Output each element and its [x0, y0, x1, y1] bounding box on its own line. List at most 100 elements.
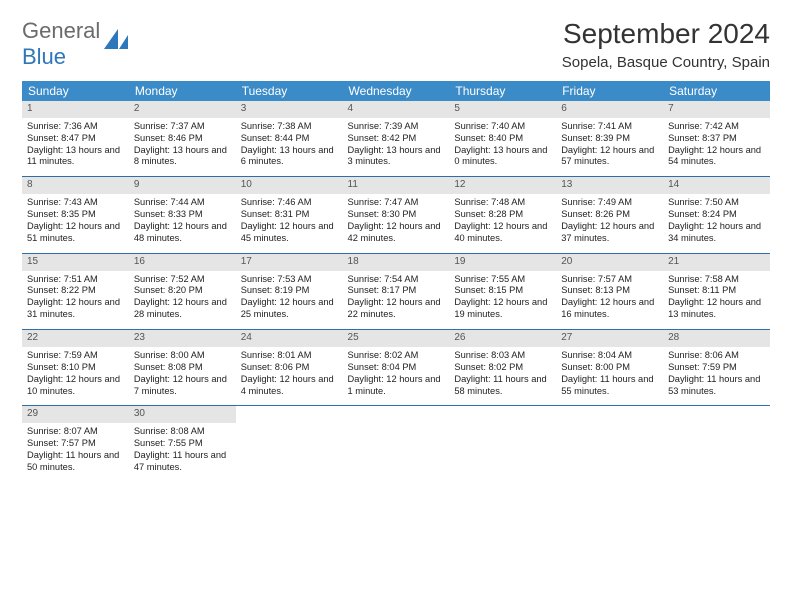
- calendar-cell: 21Sunrise: 7:58 AMSunset: 8:11 PMDayligh…: [663, 253, 770, 329]
- calendar-cell: [556, 406, 663, 482]
- day-number: 12: [449, 177, 556, 194]
- calendar-cell: 4Sunrise: 7:39 AMSunset: 8:42 PMDaylight…: [343, 101, 450, 177]
- calendar-cell: 1Sunrise: 7:36 AMSunset: 8:47 PMDaylight…: [22, 101, 129, 177]
- day-number: 24: [236, 330, 343, 347]
- day-number: 27: [556, 330, 663, 347]
- day-info: Sunrise: 7:53 AMSunset: 8:19 PMDaylight:…: [236, 271, 343, 330]
- day-info: Sunrise: 7:43 AMSunset: 8:35 PMDaylight:…: [22, 194, 129, 253]
- day-number: 16: [129, 254, 236, 271]
- day-info: Sunrise: 8:08 AMSunset: 7:55 PMDaylight:…: [129, 423, 236, 482]
- calendar-cell: [663, 406, 770, 482]
- day-info: Sunrise: 7:42 AMSunset: 8:37 PMDaylight:…: [663, 118, 770, 177]
- logo-word-2: Blue: [22, 44, 66, 69]
- calendar-cell: 14Sunrise: 7:50 AMSunset: 8:24 PMDayligh…: [663, 177, 770, 253]
- logo-mark-icon: [104, 29, 132, 60]
- day-number: 6: [556, 101, 663, 118]
- calendar-cell: [343, 406, 450, 482]
- calendar-cell: 15Sunrise: 7:51 AMSunset: 8:22 PMDayligh…: [22, 253, 129, 329]
- day-number: 26: [449, 330, 556, 347]
- day-info: Sunrise: 7:36 AMSunset: 8:47 PMDaylight:…: [22, 118, 129, 177]
- calendar-cell: 19Sunrise: 7:55 AMSunset: 8:15 PMDayligh…: [449, 253, 556, 329]
- day-number: 2: [129, 101, 236, 118]
- col-thursday: Thursday: [449, 81, 556, 101]
- calendar-cell: 6Sunrise: 7:41 AMSunset: 8:39 PMDaylight…: [556, 101, 663, 177]
- calendar-row: 8Sunrise: 7:43 AMSunset: 8:35 PMDaylight…: [22, 177, 770, 253]
- calendar-cell: 2Sunrise: 7:37 AMSunset: 8:46 PMDaylight…: [129, 101, 236, 177]
- day-info: Sunrise: 7:49 AMSunset: 8:26 PMDaylight:…: [556, 194, 663, 253]
- calendar-cell: 17Sunrise: 7:53 AMSunset: 8:19 PMDayligh…: [236, 253, 343, 329]
- calendar-cell: 24Sunrise: 8:01 AMSunset: 8:06 PMDayligh…: [236, 330, 343, 406]
- calendar-cell: 13Sunrise: 7:49 AMSunset: 8:26 PMDayligh…: [556, 177, 663, 253]
- calendar-cell: 8Sunrise: 7:43 AMSunset: 8:35 PMDaylight…: [22, 177, 129, 253]
- day-info: Sunrise: 7:54 AMSunset: 8:17 PMDaylight:…: [343, 271, 450, 330]
- month-title: September 2024: [562, 18, 770, 50]
- day-number: 20: [556, 254, 663, 271]
- calendar-cell: [236, 406, 343, 482]
- calendar-cell: 20Sunrise: 7:57 AMSunset: 8:13 PMDayligh…: [556, 253, 663, 329]
- day-number: 23: [129, 330, 236, 347]
- day-number: 30: [129, 406, 236, 423]
- calendar-row: 1Sunrise: 7:36 AMSunset: 8:47 PMDaylight…: [22, 101, 770, 177]
- day-info: Sunrise: 7:38 AMSunset: 8:44 PMDaylight:…: [236, 118, 343, 177]
- day-info: Sunrise: 8:06 AMSunset: 7:59 PMDaylight:…: [663, 347, 770, 406]
- day-info: Sunrise: 7:47 AMSunset: 8:30 PMDaylight:…: [343, 194, 450, 253]
- day-info: Sunrise: 7:55 AMSunset: 8:15 PMDaylight:…: [449, 271, 556, 330]
- day-info: Sunrise: 7:41 AMSunset: 8:39 PMDaylight:…: [556, 118, 663, 177]
- calendar-cell: [449, 406, 556, 482]
- weekday-header-row: Sunday Monday Tuesday Wednesday Thursday…: [22, 81, 770, 101]
- day-number: 10: [236, 177, 343, 194]
- col-sunday: Sunday: [22, 81, 129, 101]
- day-number: 8: [22, 177, 129, 194]
- calendar-cell: 22Sunrise: 7:59 AMSunset: 8:10 PMDayligh…: [22, 330, 129, 406]
- calendar-cell: 18Sunrise: 7:54 AMSunset: 8:17 PMDayligh…: [343, 253, 450, 329]
- day-info: Sunrise: 7:46 AMSunset: 8:31 PMDaylight:…: [236, 194, 343, 253]
- day-number: 3: [236, 101, 343, 118]
- day-info: Sunrise: 8:01 AMSunset: 8:06 PMDaylight:…: [236, 347, 343, 406]
- calendar-cell: 3Sunrise: 7:38 AMSunset: 8:44 PMDaylight…: [236, 101, 343, 177]
- title-block: September 2024 Sopela, Basque Country, S…: [562, 18, 770, 71]
- day-number: 13: [556, 177, 663, 194]
- day-info: Sunrise: 8:00 AMSunset: 8:08 PMDaylight:…: [129, 347, 236, 406]
- calendar-table: Sunday Monday Tuesday Wednesday Thursday…: [22, 81, 770, 482]
- day-number: 1: [22, 101, 129, 118]
- calendar-cell: 16Sunrise: 7:52 AMSunset: 8:20 PMDayligh…: [129, 253, 236, 329]
- day-number: 22: [22, 330, 129, 347]
- calendar-cell: 10Sunrise: 7:46 AMSunset: 8:31 PMDayligh…: [236, 177, 343, 253]
- calendar-cell: 25Sunrise: 8:02 AMSunset: 8:04 PMDayligh…: [343, 330, 450, 406]
- day-number: 15: [22, 254, 129, 271]
- day-number: 14: [663, 177, 770, 194]
- day-number: 29: [22, 406, 129, 423]
- location-text: Sopela, Basque Country, Spain: [562, 54, 770, 71]
- day-number: 25: [343, 330, 450, 347]
- calendar-row: 15Sunrise: 7:51 AMSunset: 8:22 PMDayligh…: [22, 253, 770, 329]
- calendar-cell: 12Sunrise: 7:48 AMSunset: 8:28 PMDayligh…: [449, 177, 556, 253]
- day-info: Sunrise: 8:07 AMSunset: 7:57 PMDaylight:…: [22, 423, 129, 482]
- day-number: 21: [663, 254, 770, 271]
- day-number: 7: [663, 101, 770, 118]
- logo-word-1: General: [22, 18, 100, 43]
- day-info: Sunrise: 7:37 AMSunset: 8:46 PMDaylight:…: [129, 118, 236, 177]
- calendar-cell: 23Sunrise: 8:00 AMSunset: 8:08 PMDayligh…: [129, 330, 236, 406]
- logo-text: General Blue: [22, 18, 100, 70]
- logo: General Blue: [22, 18, 132, 70]
- day-info: Sunrise: 7:50 AMSunset: 8:24 PMDaylight:…: [663, 194, 770, 253]
- day-info: Sunrise: 7:57 AMSunset: 8:13 PMDaylight:…: [556, 271, 663, 330]
- day-number: 28: [663, 330, 770, 347]
- day-number: 18: [343, 254, 450, 271]
- col-tuesday: Tuesday: [236, 81, 343, 101]
- calendar-cell: 30Sunrise: 8:08 AMSunset: 7:55 PMDayligh…: [129, 406, 236, 482]
- col-friday: Friday: [556, 81, 663, 101]
- day-info: Sunrise: 7:48 AMSunset: 8:28 PMDaylight:…: [449, 194, 556, 253]
- day-info: Sunrise: 7:40 AMSunset: 8:40 PMDaylight:…: [449, 118, 556, 177]
- day-info: Sunrise: 7:52 AMSunset: 8:20 PMDaylight:…: [129, 271, 236, 330]
- day-number: 9: [129, 177, 236, 194]
- day-info: Sunrise: 7:51 AMSunset: 8:22 PMDaylight:…: [22, 271, 129, 330]
- day-info: Sunrise: 7:39 AMSunset: 8:42 PMDaylight:…: [343, 118, 450, 177]
- col-wednesday: Wednesday: [343, 81, 450, 101]
- calendar-row: 22Sunrise: 7:59 AMSunset: 8:10 PMDayligh…: [22, 330, 770, 406]
- day-number: 11: [343, 177, 450, 194]
- day-number: 4: [343, 101, 450, 118]
- calendar-cell: 28Sunrise: 8:06 AMSunset: 7:59 PMDayligh…: [663, 330, 770, 406]
- calendar-cell: 29Sunrise: 8:07 AMSunset: 7:57 PMDayligh…: [22, 406, 129, 482]
- calendar-row: 29Sunrise: 8:07 AMSunset: 7:57 PMDayligh…: [22, 406, 770, 482]
